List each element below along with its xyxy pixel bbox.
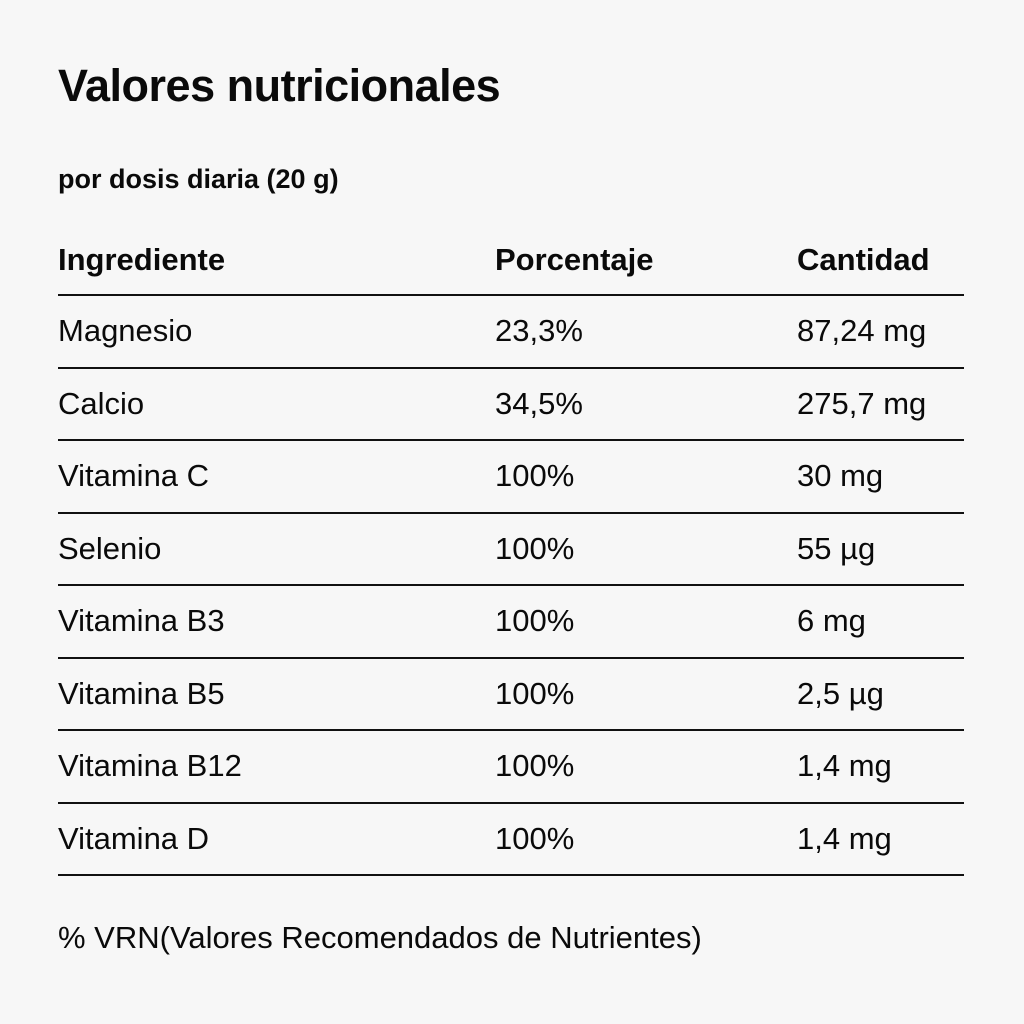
table-row: Calcio 34,5% 275,7 mg xyxy=(58,369,964,441)
page-title: Valores nutricionales xyxy=(58,60,501,111)
quantity-cell: 55 µg xyxy=(797,530,876,566)
table-header-row: Ingrediente Porcentaje Cantidad xyxy=(58,226,964,296)
quantity-cell: 1,4 mg xyxy=(797,748,892,784)
ingredient-cell: Vitamina B3 xyxy=(58,603,225,639)
percentage-cell: 100% xyxy=(495,675,575,711)
table-row: Vitamina B12 100% 1,4 mg xyxy=(58,731,964,804)
ingredient-cell: Magnesio xyxy=(58,313,193,349)
table-row: Magnesio 23,3% 87,24 mg xyxy=(58,296,964,369)
percentage-cell: 100% xyxy=(495,820,575,856)
percentage-cell: 100% xyxy=(495,458,575,494)
footnote: % VRN(Valores Recomendados de Nutrientes… xyxy=(58,920,702,955)
percentage-cell: 100% xyxy=(495,530,575,566)
quantity-cell: 30 mg xyxy=(797,458,884,494)
percentage-cell: 100% xyxy=(495,748,575,784)
quantity-cell: 87,24 mg xyxy=(797,313,927,349)
table-row: Selenio 100% 55 µg xyxy=(58,514,964,586)
table-row: Vitamina B3 100% 6 mg xyxy=(58,586,964,659)
percentage-cell: 23,3% xyxy=(495,313,583,349)
ingredient-cell: Vitamina B5 xyxy=(58,675,225,711)
ingredient-cell: Vitamina C xyxy=(58,458,210,494)
quantity-cell: 6 mg xyxy=(797,603,866,639)
percentage-cell: 34,5% xyxy=(495,385,583,421)
quantity-cell: 1,4 mg xyxy=(797,820,892,856)
table-row: Vitamina C 100% 30 mg xyxy=(58,441,964,514)
nutrition-table: Ingrediente Porcentaje Cantidad Magnesio… xyxy=(58,226,964,876)
column-header-percentage: Porcentaje xyxy=(495,242,654,277)
ingredient-cell: Vitamina D xyxy=(58,820,210,856)
quantity-cell: 275,7 mg xyxy=(797,385,927,421)
table-row: Vitamina B5 100% 2,5 µg xyxy=(58,659,964,731)
serving-size-subtitle: por dosis diaria (20 g) xyxy=(58,164,339,194)
ingredient-cell: Vitamina B12 xyxy=(58,748,242,784)
table-row: Vitamina D 100% 1,4 mg xyxy=(58,804,964,876)
percentage-cell: 100% xyxy=(495,603,575,639)
column-header-ingredient: Ingrediente xyxy=(58,242,226,277)
column-header-quantity: Cantidad xyxy=(797,242,930,277)
quantity-cell: 2,5 µg xyxy=(797,675,884,711)
ingredient-cell: Calcio xyxy=(58,385,145,421)
ingredient-cell: Selenio xyxy=(58,530,162,566)
